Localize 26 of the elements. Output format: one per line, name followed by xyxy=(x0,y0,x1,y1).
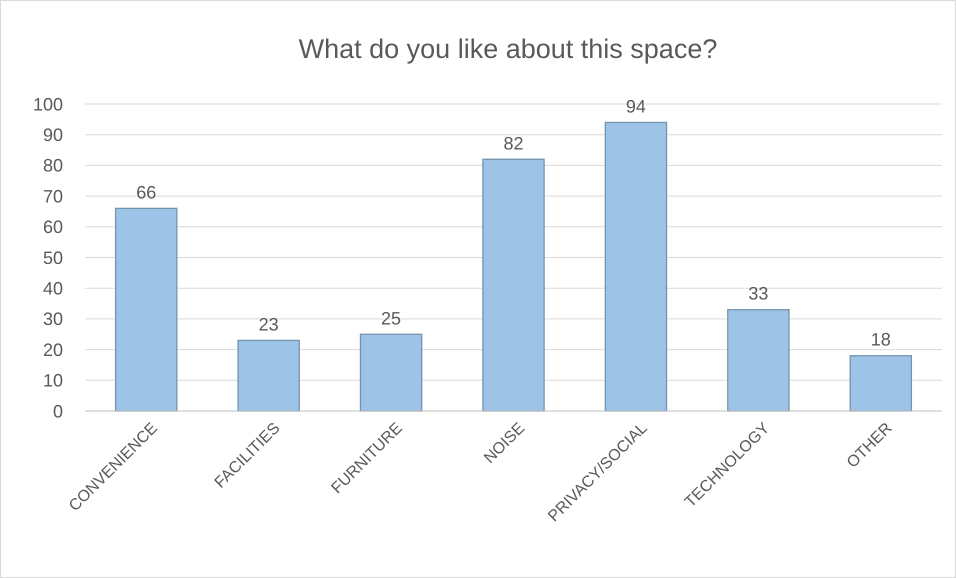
y-tick-label: 70 xyxy=(42,186,63,206)
y-tick-label: 90 xyxy=(42,125,63,145)
data-label: 66 xyxy=(136,182,156,202)
y-tick-label: 10 xyxy=(42,370,63,391)
bar xyxy=(114,208,178,412)
data-label: 18 xyxy=(870,330,891,350)
data-label: 82 xyxy=(503,133,524,154)
y-tick-label: 20 xyxy=(42,340,63,360)
data-label: 23 xyxy=(258,314,279,334)
chart-title: What do you like about this space? xyxy=(298,34,718,64)
y-tick-label: 80 xyxy=(42,156,63,176)
bar xyxy=(727,309,790,412)
bar xyxy=(360,334,422,412)
data-label: 33 xyxy=(748,284,768,304)
bar xyxy=(237,340,300,412)
y-tick-label: 50 xyxy=(42,248,63,268)
bar xyxy=(482,158,545,412)
y-tick-label: 60 xyxy=(42,217,63,238)
y-tick-label: 30 xyxy=(42,309,63,330)
data-label: 25 xyxy=(381,308,402,328)
y-tick-label: 0 xyxy=(52,401,63,422)
bar xyxy=(850,355,912,412)
data-label: 94 xyxy=(626,96,646,116)
y-tick-label: 40 xyxy=(42,278,63,298)
y-tick-label: 100 xyxy=(32,94,63,114)
bar xyxy=(604,122,668,412)
